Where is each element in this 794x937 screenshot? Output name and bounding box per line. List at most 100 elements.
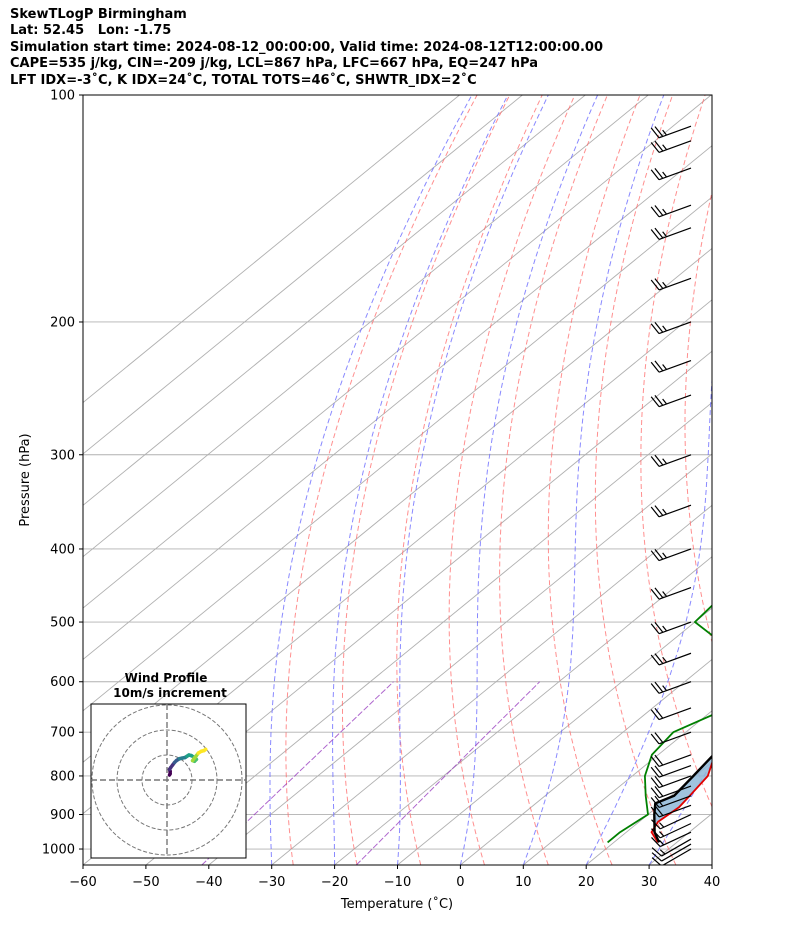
isotherm: [711, 864, 712, 865]
dry-adiabat: [285, 95, 478, 865]
wind-barb: [650, 775, 692, 789]
cape-shading: [654, 756, 712, 827]
isotherm: [83, 196, 712, 712]
wind-barb: [650, 681, 692, 694]
y-tick-label: 100: [50, 89, 75, 104]
isotherm: [460, 658, 712, 865]
dry-adiabat: [448, 95, 576, 865]
dry-adiabat: [728, 95, 794, 865]
temperature-profile: [650, 760, 712, 843]
plot-area: [83, 95, 794, 865]
axes: −60 −50 −40 −30 −20 −10 0 10 20 30 40 100 200 300 400 5…: [42, 89, 720, 891]
y-tick-label: 700: [50, 726, 75, 741]
isotherm: [83, 95, 649, 558]
wind-barb: [650, 504, 692, 518]
dry-adiabat: [640, 95, 712, 808]
title-line-cape: CAPE=535 j/kg, CIN=-209 j/kg, LCL=867 hP…: [10, 56, 538, 72]
isotherm: [397, 607, 712, 865]
isotherm: [83, 95, 712, 609]
x-tick-label: −50: [132, 875, 159, 890]
wind-barb: [650, 731, 692, 745]
y-tick-label: 1000: [42, 843, 75, 858]
hodograph-title: Wind Profile: [125, 671, 208, 685]
isotherm: [83, 95, 586, 506]
wind-barb: [650, 754, 692, 768]
dry-adiabat: [594, 95, 677, 865]
x-tick-label: −60: [69, 875, 96, 890]
moist-adiabat: [648, 761, 712, 865]
wind-barb: [651, 813, 692, 830]
wind-barb: [650, 586, 692, 600]
wind-barb: [651, 822, 692, 839]
moist-adiabat: [711, 864, 712, 865]
wind-barb: [650, 454, 692, 467]
wind-barb: [650, 167, 692, 181]
wind-barb: [650, 394, 692, 408]
cin-shading: [716, 249, 794, 752]
wind-barb: [650, 125, 692, 139]
title-line-time: Simulation start time: 2024-08-12_00:00:…: [10, 39, 603, 55]
y-tick-label: 800: [50, 769, 75, 784]
wind-barb: [650, 804, 692, 818]
x-tick-label: 0: [456, 875, 464, 890]
wind-barb: [650, 652, 692, 666]
hodograph-segment: [202, 747, 208, 753]
dewpoint-profile: [607, 604, 712, 844]
dry-adiabat: [684, 189, 712, 644]
moist-adiabat: [332, 95, 509, 865]
chart-header: SkewTLogP Birmingham Lat: 52.45 Lon: -1.…: [10, 7, 790, 89]
title-line-station: SkewTLogP Birmingham: [10, 7, 187, 22]
isotherm: [83, 95, 523, 455]
parcel-profile: [653, 754, 712, 843]
wind-barb: [650, 707, 692, 721]
y-tick-label: 600: [50, 675, 75, 690]
wind-barb: [650, 795, 692, 808]
title-line-indices: LFT IDX=-3˚C, K IDX=24˚C, TOTAL TOTS=46˚…: [10, 72, 477, 88]
wind-barb: [650, 321, 692, 335]
x-tick-label: −10: [384, 875, 411, 890]
moist-adiabat: [522, 95, 665, 865]
moist-adiabat: [585, 371, 712, 865]
isotherm: [145, 401, 712, 865]
dry-adiabat: [341, 95, 511, 865]
hodograph-subtitle: 10m/s increment: [113, 686, 227, 700]
isotherm: [83, 145, 712, 661]
dry-adiabat: [499, 95, 608, 865]
title-line-location: Lat: 52.45 Lon: -1.75: [10, 23, 172, 39]
wind-barb: [650, 621, 692, 635]
wind-barb: [650, 140, 692, 153]
isotherm: [208, 453, 712, 865]
wind-barb: [650, 785, 692, 799]
wind-barb: [650, 764, 692, 778]
isotherm: [83, 95, 460, 404]
x-axis-label: Temperature (˚C): [340, 896, 453, 912]
x-tick-label: −40: [195, 875, 222, 890]
wind-barb: [650, 204, 692, 218]
hodograph-inset: Wind Profile 10m/s increment: [90, 671, 247, 859]
y-tick-label: 200: [50, 315, 75, 330]
moist-adiabat: [459, 95, 599, 865]
isotherm: [648, 813, 712, 865]
x-tick-label: 10: [515, 875, 532, 890]
x-tick-label: 40: [704, 875, 721, 890]
wind-barb: [651, 831, 692, 848]
y-tick-label: 900: [50, 808, 75, 823]
moist-adiabat: [269, 95, 473, 865]
wind-barb: [650, 548, 692, 562]
x-tick-label: −30: [258, 875, 285, 890]
dry-adiabat: [396, 95, 543, 865]
wind-barb: [650, 227, 692, 240]
wind-barb: [650, 359, 692, 373]
dry-adiabat: [769, 95, 794, 865]
isotherm: [334, 556, 712, 865]
wind-barb: [650, 277, 692, 291]
y-axis-label: Pressure (hPa): [18, 433, 33, 526]
dry-adiabat: [547, 95, 641, 865]
x-tick-label: 20: [578, 875, 595, 890]
x-tick-label: 30: [641, 875, 658, 890]
wind-barb: [651, 838, 692, 857]
y-tick-label: 400: [50, 542, 75, 557]
y-tick-label: 500: [50, 616, 75, 631]
y-tick-label: 300: [50, 448, 75, 463]
